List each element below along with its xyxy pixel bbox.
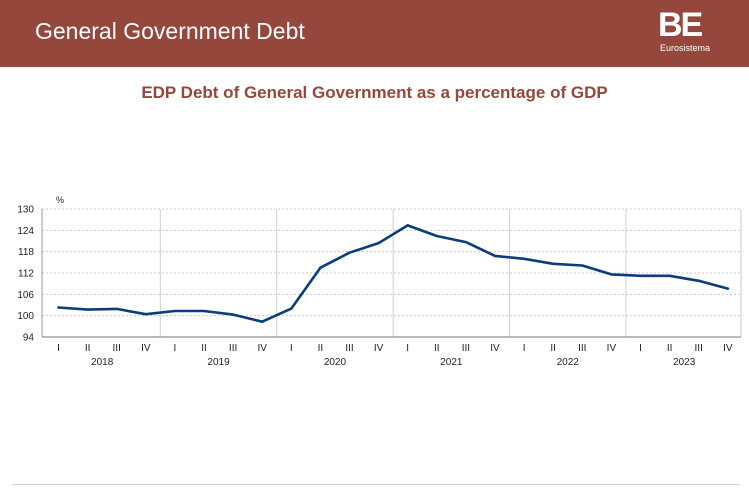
- y-tick-label: 112: [18, 269, 34, 280]
- y-tick-label: 94: [23, 333, 35, 344]
- x-tick-label-quarter: II: [201, 343, 207, 354]
- data-point: [668, 274, 671, 278]
- data-point: [697, 279, 700, 283]
- x-tick-label-quarter: I: [290, 343, 293, 354]
- logo-mark: BE: [658, 6, 703, 44]
- banco-de-espana-logo: BE Eurosistema: [658, 6, 728, 58]
- x-tick-label-quarter: III: [578, 343, 586, 354]
- x-tick-label-quarter: III: [229, 343, 237, 354]
- x-tick-label-quarter: IV: [141, 343, 151, 354]
- x-tick-label-quarter: IV: [607, 343, 617, 354]
- data-point: [173, 309, 177, 313]
- x-tick-label-quarter: III: [695, 343, 703, 354]
- y-tick-label: 130: [17, 205, 34, 216]
- x-tick-label-quarter: III: [345, 343, 353, 354]
- data-point: [493, 254, 497, 258]
- x-tick-label-quarter: IV: [374, 343, 384, 354]
- data-point: [144, 313, 147, 316]
- data-point: [377, 241, 380, 245]
- x-tick-label-quarter: I: [174, 343, 177, 354]
- data-point: [435, 234, 438, 238]
- x-tick-label-year: 2023: [673, 357, 696, 368]
- data-point: [290, 307, 293, 310]
- x-tick-label-quarter: III: [462, 343, 470, 354]
- chart-title: EDP Debt of General Government as a perc…: [141, 83, 608, 102]
- x-tick-label-quarter: I: [57, 343, 60, 354]
- x-tick-label-year: 2019: [207, 357, 230, 368]
- data-point: [522, 257, 526, 260]
- page-title: General Government Debt: [35, 18, 305, 44]
- data-point: [202, 309, 206, 313]
- x-tick-label-quarter: III: [113, 343, 121, 354]
- y-tick-label: 106: [17, 290, 34, 301]
- x-tick-label-quarter: II: [318, 343, 324, 354]
- data-point: [726, 287, 729, 290]
- x-tick-label-year: 2022: [557, 357, 580, 368]
- x-tick-label-quarter: I: [639, 343, 642, 354]
- x-tick-label-year: 2021: [440, 357, 463, 368]
- data-point: [639, 274, 642, 278]
- y-tick-label: 124: [17, 226, 34, 237]
- data-point: [348, 251, 351, 254]
- data-point: [610, 273, 613, 276]
- data-point: [581, 264, 584, 267]
- x-tick-label-year: 2018: [91, 357, 114, 368]
- data-point: [261, 320, 264, 323]
- x-tick-label-quarter: I: [406, 343, 409, 354]
- x-tick-label-quarter: II: [85, 343, 91, 354]
- bottom-divider: [12, 484, 740, 485]
- data-point: [552, 262, 555, 265]
- y-tick-label: 118: [18, 247, 34, 258]
- x-tick-label-quarter: IV: [490, 343, 500, 354]
- x-tick-label-quarter: IV: [257, 343, 267, 354]
- y-tick-label: 100: [17, 311, 34, 322]
- logo-subtitle: Eurosistema: [660, 43, 711, 53]
- data-point: [231, 313, 235, 316]
- x-tick-label-year: 2020: [324, 357, 347, 368]
- header-bar: General Government Debt BE Eurosistema: [0, 0, 749, 67]
- data-point: [86, 308, 89, 311]
- x-tick-label-quarter: II: [434, 343, 440, 354]
- y-unit-label: %: [56, 195, 64, 205]
- data-point: [464, 240, 468, 244]
- data-point: [57, 306, 60, 309]
- series-line: [57, 224, 730, 324]
- data-point: [319, 266, 322, 269]
- data-point: [115, 307, 118, 311]
- x-tick-label-quarter: I: [523, 343, 526, 354]
- x-tick-label-quarter: IV: [723, 343, 733, 354]
- data-point: [406, 224, 409, 227]
- x-tick-label-quarter: II: [550, 343, 556, 354]
- x-tick-label-quarter: II: [667, 343, 673, 354]
